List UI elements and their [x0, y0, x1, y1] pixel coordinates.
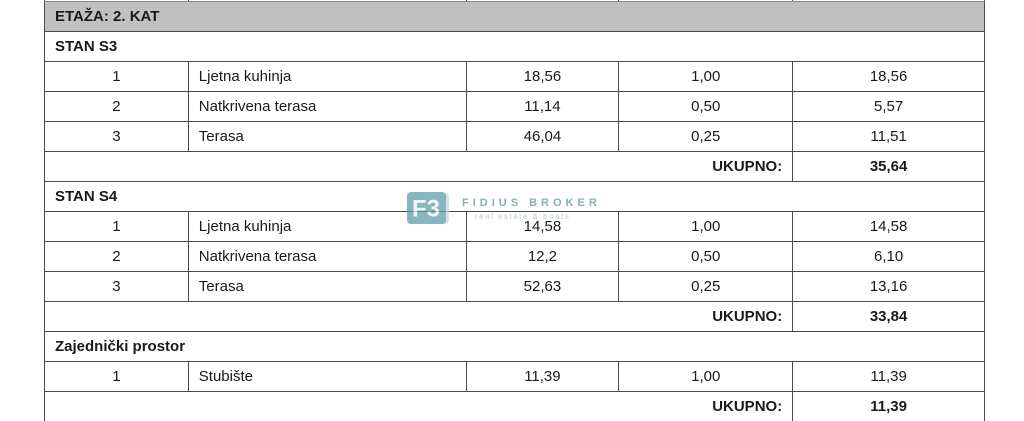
svg-text:F3: F3 — [412, 196, 440, 223]
